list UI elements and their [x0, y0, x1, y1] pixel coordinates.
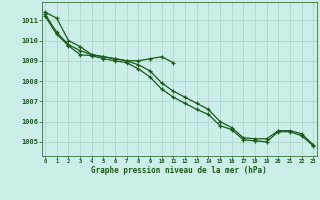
X-axis label: Graphe pression niveau de la mer (hPa): Graphe pression niveau de la mer (hPa)	[91, 166, 267, 175]
